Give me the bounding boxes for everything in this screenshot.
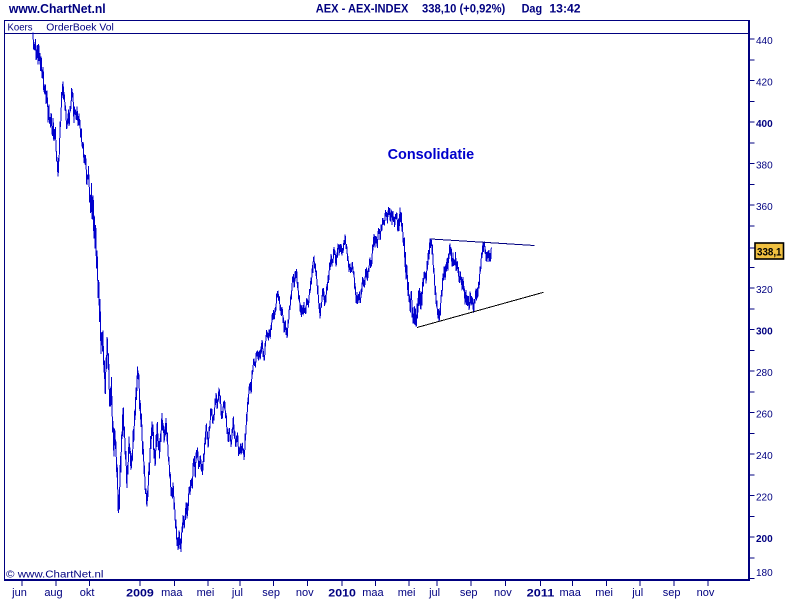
svg-text:jul: jul [428, 587, 440, 599]
svg-text:mei: mei [197, 587, 215, 599]
svg-text:300: 300 [756, 326, 773, 337]
svg-text:240: 240 [756, 451, 773, 462]
svg-text:2010: 2010 [328, 588, 356, 600]
svg-text:nov: nov [296, 587, 314, 599]
svg-text:maa: maa [161, 587, 183, 599]
svg-text:nov: nov [697, 587, 715, 599]
svg-text:maa: maa [559, 587, 581, 599]
svg-text:AEX - AEX-INDEX: AEX - AEX-INDEX [316, 2, 409, 16]
svg-text:sep: sep [262, 587, 280, 599]
svg-text:maa: maa [362, 587, 384, 599]
svg-text:mei: mei [595, 587, 613, 599]
svg-text:sep: sep [460, 587, 478, 599]
svg-text:Consolidatie: Consolidatie [388, 146, 475, 163]
svg-text:420: 420 [756, 77, 773, 88]
svg-text:aug: aug [44, 587, 62, 599]
svg-text:360: 360 [756, 202, 773, 213]
svg-text:jun: jun [11, 587, 27, 599]
svg-text:www.ChartNet.nl: www.ChartNet.nl [8, 1, 106, 16]
svg-text:© www.ChartNet.nl: © www.ChartNet.nl [6, 570, 104, 581]
svg-text:2009: 2009 [126, 588, 154, 600]
svg-text:380: 380 [756, 160, 773, 171]
svg-text:nov: nov [494, 587, 512, 599]
svg-text:jul: jul [631, 587, 643, 599]
svg-text:180: 180 [756, 568, 773, 579]
svg-text:Koers: Koers [8, 23, 33, 34]
svg-text:mei: mei [398, 587, 416, 599]
svg-text:jul: jul [231, 587, 243, 599]
svg-text:338,10 (+0,92%): 338,10 (+0,92%) [422, 2, 505, 16]
svg-text:260: 260 [756, 409, 773, 420]
svg-text:okt: okt [80, 587, 95, 599]
svg-text:2011: 2011 [527, 588, 555, 600]
svg-text:13:42: 13:42 [549, 2, 581, 16]
svg-text:Dag: Dag [522, 2, 543, 16]
svg-text:338,1: 338,1 [757, 247, 782, 259]
svg-text:200: 200 [756, 534, 773, 545]
svg-text:320: 320 [756, 285, 773, 296]
svg-text:220: 220 [756, 492, 773, 503]
svg-text:OrderBoek Vol: OrderBoek Vol [46, 23, 114, 34]
svg-text:440: 440 [756, 36, 773, 47]
svg-text:sep: sep [663, 587, 681, 599]
svg-text:400: 400 [756, 119, 773, 130]
svg-text:280: 280 [756, 368, 773, 379]
